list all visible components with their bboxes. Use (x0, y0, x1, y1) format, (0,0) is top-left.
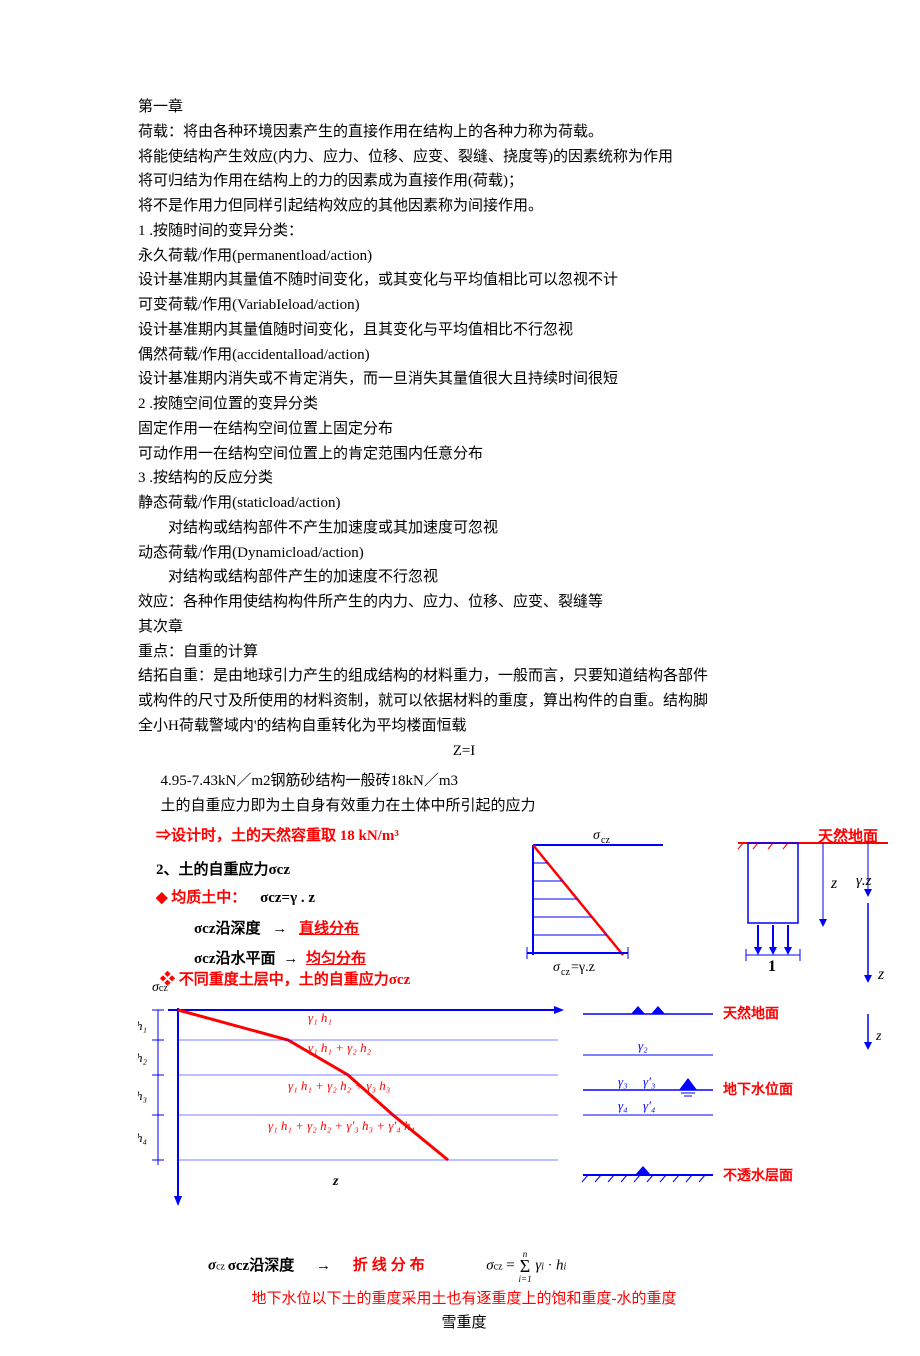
line: 荷载：将由各种环境因素产生的直接作用在结构上的各种力称为荷载。 (138, 120, 790, 145)
line: 土的自重应力即为土自身有效重力在土体中所引起的应力 (138, 794, 790, 819)
svg-text:h₄: h₄ (138, 1130, 148, 1145)
line: 将能使结构产生效应(内力、应力、位移、应变、裂缝、挠度等)的因素统称为作用 (138, 145, 790, 170)
z-label: z (830, 875, 838, 892)
equation: Z=I (138, 739, 790, 764)
layered-label: 不同重度土层中，土的自重应力σcz (179, 972, 410, 988)
homogeneous-label: 均质土中： (171, 890, 246, 906)
svg-text:γ₂: γ₂ (638, 1038, 648, 1053)
line: 设计基准期内其量值不随时间变化，或其变化与平均值相比可以忽视不计 (138, 268, 790, 293)
bottom-formula-row: σcz σcz沿深度 → 折线分布 σcz = n Σ i=1 γi · hi (138, 1250, 908, 1282)
line: 或构件的尺寸及所使用的材料资制，就可以依据材料的重度，算出构件的自重。结构脚 (138, 689, 790, 714)
svg-text:γ₁ h₁ + γ₂ h₂ + γ'₃ h₃ + γ'₄: γ₁ h₁ + γ₂ h₂ + γ'₃ h₃ + γ'₄ h₄ (268, 1118, 416, 1133)
svg-text:h₃: h₃ (138, 1088, 147, 1103)
svg-text:γ₁ h₁: γ₁ h₁ (308, 1010, 332, 1025)
svg-text:z: z (877, 966, 885, 983)
line: 对结构或结构部件不产生加速度或其加速度可忽视 (138, 516, 790, 541)
line: 对结构或结构部件产生的加速度不行忽视 (138, 565, 790, 590)
svg-text:σ: σ (553, 960, 561, 975)
layered-diagram-svg: h₁ h₂ h₃ h₄ γ₁ h₁ γ₁ h₁ + γ₂ h₂ γ₁ h₁ + … (138, 1000, 908, 1240)
svg-text:1: 1 (768, 958, 776, 975)
line: 全小H荷载警域内'的结构自重转化为平均楼面恒载 (138, 714, 790, 739)
svg-text:z: z (875, 1029, 882, 1044)
depth-label: σcz沿深度 (194, 921, 260, 937)
svg-text:cz: cz (601, 835, 610, 846)
line: 动态荷载/作用(Dynamicload/action) (138, 541, 790, 566)
footnote-2: 雪重度 (138, 1311, 790, 1336)
svg-text:cz: cz (561, 967, 570, 978)
horiz-result: 均匀分布 (306, 951, 366, 967)
svg-text:γ.z: γ.z (856, 873, 872, 889)
svg-text:h₁: h₁ (138, 1018, 147, 1033)
svg-text:γ₃: γ₃ (618, 1074, 628, 1089)
sigma-formula: σcz=γ . z (260, 890, 315, 906)
line: 效应：各种作用使结构构件所产生的内力、应力、位移、应变、裂缝等 (138, 590, 790, 615)
soil-stress-diagram: ⇒设计时，土的天然容重取 18 kN/m³ 天然地面 (138, 825, 908, 1283)
impermeable-label: 不透水层面 (723, 1167, 793, 1184)
line: 偶然荷载/作用(accidentalload/action) (138, 343, 790, 368)
svg-text:γ₁ h₁ + γ₂ h₂ + γ₃ h₃: γ₁ h₁ + γ₂ h₂ + γ₃ h₃ (288, 1078, 390, 1093)
polyline-result: 折线分布 (353, 1258, 429, 1274)
groundwater-label: 地下水位面 (723, 1081, 793, 1098)
line: 设计基准期内其量值随时间变化，且其变化与平均值相比不行忽视 (138, 318, 790, 343)
line: 永久荷载/作用(permanentload/action) (138, 244, 790, 269)
line: 将可归结为作用在结构上的力的因素成为直接作用(荷载)； (138, 169, 790, 194)
section2-title: 2、土的自重应力σcz (156, 859, 536, 882)
svg-text:σ: σ (593, 828, 601, 843)
line: 其次章 (138, 615, 790, 640)
svg-text:h₂: h₂ (138, 1050, 148, 1065)
svg-text:γ'₄: γ'₄ (643, 1098, 656, 1113)
line: 结拓自重：是由地球引力产生的组成结构的材料重力，一般而言，只要知道结构各部件 (138, 664, 790, 689)
line: 设计基准期内消失或不肯定消失，而一旦消失其量值很大且持续时间很短 (138, 367, 790, 392)
svg-text:z: z (332, 1174, 339, 1189)
chapter-title: 第一章 (138, 95, 790, 120)
svg-text:=γ.z: =γ.z (571, 960, 595, 975)
line: 固定作用一在结构空间位置上固定分布 (138, 417, 790, 442)
svg-text:γ₁ h₁ + γ₂ h₂: γ₁ h₁ + γ₂ h₂ (308, 1040, 372, 1055)
line: 2 .按随空间位置的变异分类 (138, 392, 790, 417)
svg-text:γ'₃: γ'₃ (643, 1074, 655, 1089)
line: 静态荷载/作用(staticload/action) (138, 491, 790, 516)
line: 1 .按随时间的变异分类： (138, 219, 790, 244)
line: 4.95-7.43kN／m2钢筋砂结构一般砖18kN／m3 (138, 769, 790, 794)
footnote-1: 地下水位以下土的重度采用土也有逐重度上的饱和重度-水的重度 (138, 1287, 790, 1312)
depth-result: 直线分布 (299, 921, 359, 937)
horiz-label: σcz沿水平面 (194, 951, 275, 967)
line: 3 .按结构的反应分类 (138, 466, 790, 491)
svg-text:γ₄: γ₄ (618, 1098, 628, 1113)
line: 可动作用一在结构空间位置上的肯定范围内任意分布 (138, 442, 790, 467)
document-page: 第一章 荷载：将由各种环境因素产生的直接作用在结构上的各种力称为荷载。 将能使结… (0, 0, 920, 1356)
natural-ground-2: 天然地面 (723, 1005, 779, 1022)
line: 将不是作用力但同样引起结构效应的其他因素称为间接作用。 (138, 194, 790, 219)
line: 重点：自重的计算 (138, 640, 790, 665)
line: 可变荷载/作用(VariabIeload/action) (138, 293, 790, 318)
